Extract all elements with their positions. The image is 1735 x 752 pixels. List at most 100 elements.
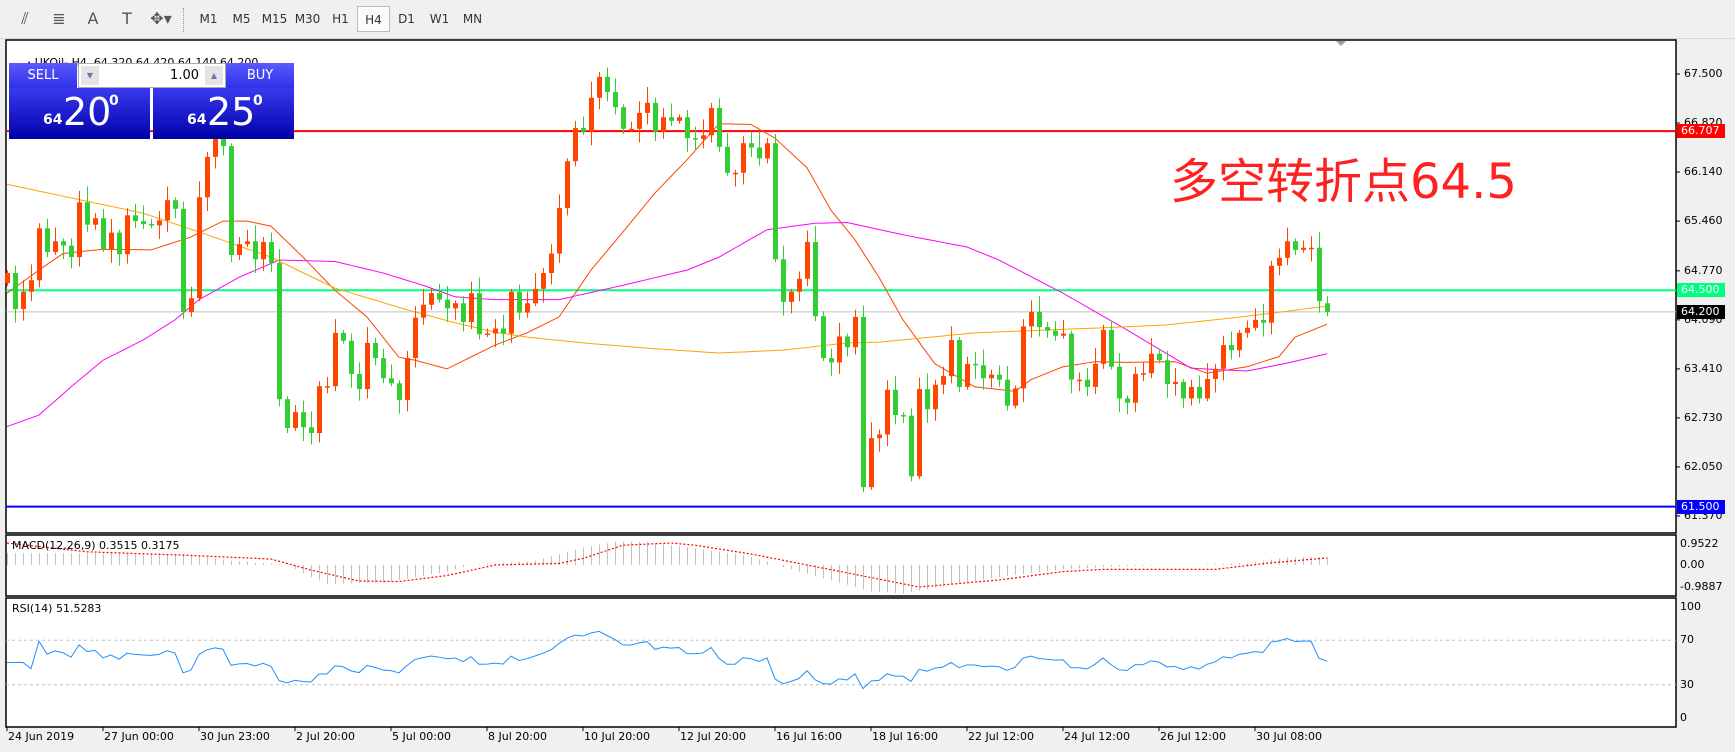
candle-body [805,241,810,279]
candle-body [45,228,50,253]
timeframe-m1[interactable]: M1 [199,12,218,26]
candle [861,305,866,493]
candle [1189,379,1194,406]
candle [437,283,442,303]
candle-body [741,143,746,173]
candle [13,265,18,323]
volume-spinner[interactable]: ▼ 1.00 ▲ [78,63,226,88]
candle-body [757,147,762,159]
candle [541,267,546,303]
candle [941,366,946,395]
buy-price[interactable]: 64 25 0 [153,88,294,139]
candle-body [597,76,602,98]
buy-button[interactable]: BUY [226,63,294,88]
macd-signal-line [6,542,1328,588]
price-marker: 61.500 [1677,499,1725,514]
candle [77,190,82,267]
candle-body [349,340,354,374]
candle [5,270,10,286]
timeframe-h4[interactable]: H4 [357,6,390,32]
candle [1309,236,1314,262]
candle-body [37,228,42,281]
elliott-wave-icon[interactable]: ⫽ [21,9,29,28]
timeframe-m15[interactable]: M15 [261,12,288,26]
volume-input[interactable]: 1.00 [170,68,199,83]
candle [93,213,98,230]
text-label-icon[interactable]: T [122,9,132,28]
text-icon[interactable]: A [87,9,99,28]
candle-body [197,197,202,299]
candle [1237,329,1242,358]
buy-price-main: 25 [207,90,256,134]
candle-body [1317,247,1322,302]
candle-body [613,92,618,108]
candle-body [341,332,346,341]
candle [565,158,570,216]
candle [773,133,778,263]
candle [589,81,594,146]
sell-price[interactable]: 64 20 0 [9,88,150,139]
candle [389,364,394,387]
arrows-dropdown-icon[interactable]: ✥▾ [150,9,172,28]
candle-body [573,128,578,162]
timeframe-h1[interactable]: H1 [332,12,349,26]
candle [37,223,42,288]
candle-body [949,340,954,377]
candle [581,116,586,135]
candle-body [701,135,706,139]
volume-increase-icon[interactable]: ▲ [205,66,223,85]
candle [229,143,234,263]
candle-body [717,107,722,147]
candle [789,288,794,314]
candle [901,412,906,423]
candle-body [853,316,858,348]
toolbar: ⫽ ≣ A T ✥▾ M1 M5 M15 M30 H1 H4 D1 W1 MN [0,0,1735,39]
candle [853,309,858,355]
timeframe-m30[interactable]: M30 [294,12,321,26]
timeframe-m5[interactable]: M5 [232,12,251,26]
candle [533,272,538,307]
candle-body [69,245,74,258]
candle-body [997,374,1002,380]
candle [357,362,362,401]
candle [685,110,690,152]
candle [733,169,738,187]
candle-body [61,241,66,246]
candle-body [1077,379,1082,382]
candle [1013,385,1018,409]
price-axis-label: 67.500 [1684,67,1723,80]
candle [133,203,138,229]
candle-body [589,97,594,132]
volume-decrease-icon[interactable]: ▼ [81,66,99,85]
candle [829,348,834,377]
sell-button[interactable]: SELL [9,63,77,88]
timeframe-w1[interactable]: W1 [429,12,450,26]
fibonacci-icon[interactable]: ≣ [52,9,66,28]
candle-body [765,143,770,159]
candle [597,71,602,110]
timeframe-d1[interactable]: D1 [398,12,415,26]
candle [61,238,66,260]
candle-body [125,215,130,255]
timeframe-mn[interactable]: MN [462,12,483,26]
macd-axis-label: 0.9522 [1680,537,1719,551]
candle-body [149,223,154,226]
time-axis-label: 10 Jul 20:00 [584,730,650,743]
candle-body [269,241,274,263]
candle-body [989,374,994,379]
macd-label: MACD(12,26,9) 0.3515 0.3175 [12,539,180,552]
pivot-annotation: 多空转折点64.5 [1170,154,1517,210]
candle-body [1021,326,1026,389]
candle [405,350,410,412]
candle [325,376,330,394]
candle-body [1117,366,1122,399]
candle-body [1053,330,1058,336]
candle [1253,308,1258,331]
candle [293,404,298,431]
candle-body [309,427,314,434]
rsi-line [7,630,1328,690]
candle-body [109,232,114,250]
candle-body [245,241,250,245]
